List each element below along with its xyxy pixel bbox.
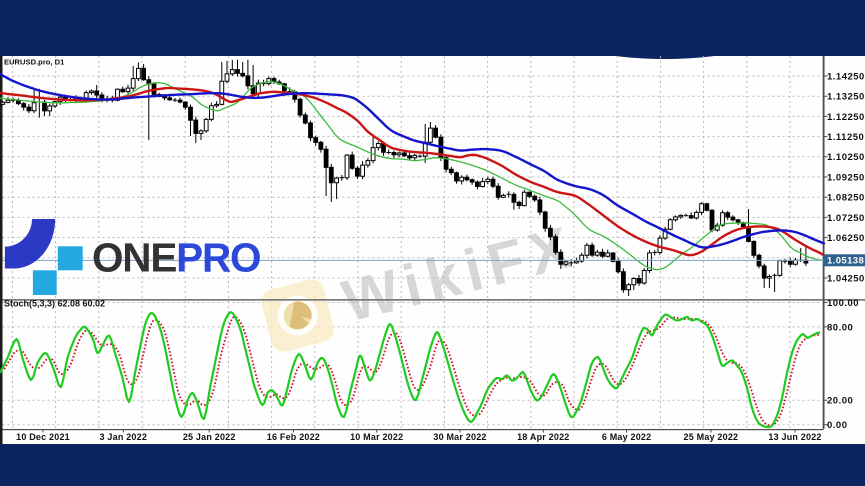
svg-text:3 Jan 2022: 3 Jan 2022 [100,432,148,442]
svg-text:18 Apr 2022: 18 Apr 2022 [517,432,569,442]
svg-text:1.09250: 1.09250 [827,172,865,183]
svg-text:100.00: 100.00 [827,298,859,309]
svg-text:ONEPRO: ONEPRO [92,235,260,281]
svg-text:30 Mar 2022: 30 Mar 2022 [433,432,486,442]
svg-text:16 Feb 2022: 16 Feb 2022 [267,432,320,442]
svg-text:10 Mar 2022: 10 Mar 2022 [350,432,403,442]
svg-text:1.13250: 1.13250 [827,92,865,103]
svg-text:EURUSD.pro, D1: EURUSD.pro, D1 [4,58,65,67]
svg-text:25 May 2022: 25 May 2022 [684,432,739,442]
svg-text:1.06250: 1.06250 [827,233,865,244]
svg-text:Stoch(5,3,3) 62.08 60.02: Stoch(5,3,3) 62.08 60.02 [4,299,105,309]
svg-text:6 May 2022: 6 May 2022 [602,432,652,442]
svg-text:1.08250: 1.08250 [827,193,865,204]
svg-text:1.11250: 1.11250 [827,132,864,143]
svg-text:1.10250: 1.10250 [827,152,865,163]
svg-text:20.00: 20.00 [827,396,853,407]
svg-text:13 Jun 2022: 13 Jun 2022 [768,432,821,442]
svg-text:1.07250: 1.07250 [827,213,865,224]
svg-text:0.00: 0.00 [827,420,848,431]
svg-text:1.12250: 1.12250 [827,112,865,123]
svg-text:1.14250: 1.14250 [827,71,865,82]
svg-text:1.05138: 1.05138 [827,256,864,267]
svg-text:10 Dec 2021: 10 Dec 2021 [16,432,70,442]
svg-text:80.00: 80.00 [827,322,853,333]
svg-text:1.04250: 1.04250 [827,273,865,284]
svg-text:25 Jan 2022: 25 Jan 2022 [183,432,236,442]
